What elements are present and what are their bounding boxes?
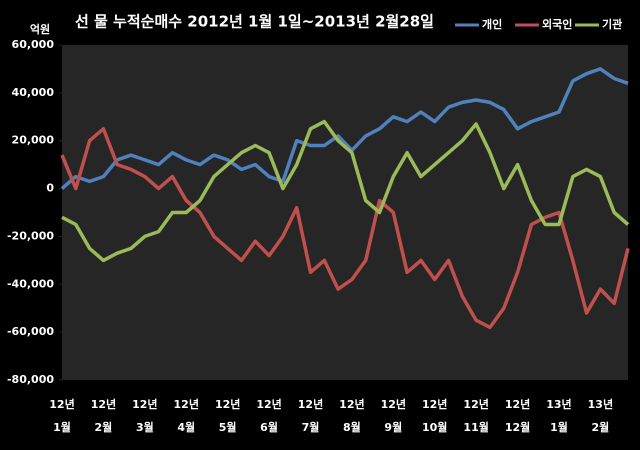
x-tick-year: 13년	[588, 397, 613, 411]
x-tick-month: 6월	[260, 420, 278, 434]
x-tick-month: 8월	[343, 420, 361, 434]
x-tick-year: 12년	[132, 397, 157, 411]
chart-title: 선 물 누적순매수 2012년 1월 1일~2013년 2월28일	[75, 13, 434, 31]
x-tick-month: 2월	[95, 420, 113, 434]
x-tick-month: 10월	[422, 420, 447, 434]
y-tick-label: -20,000	[7, 229, 54, 242]
x-tick-year: 12년	[381, 397, 406, 411]
legend-label: 외국인	[542, 17, 572, 31]
x-tick-year: 12년	[339, 397, 364, 411]
legend-label: 개인	[482, 17, 502, 31]
x-tick-month: 12월	[505, 420, 530, 434]
x-tick-year: 12년	[298, 397, 323, 411]
x-tick-year: 12년	[463, 397, 488, 411]
y-tick-label: 40,000	[12, 86, 55, 99]
y-tick-label: 0	[46, 182, 54, 195]
y-tick-label: 60,000	[12, 38, 55, 51]
legend-label: 기관	[602, 17, 622, 31]
x-tick-year: 12년	[256, 397, 281, 411]
x-tick-year: 12년	[174, 397, 199, 411]
y-unit: 억원	[30, 22, 50, 36]
y-tick-label: -60,000	[7, 325, 54, 338]
x-tick-month: 1월	[550, 420, 568, 434]
x-tick-year: 12년	[91, 397, 116, 411]
x-tick-month: 11월	[463, 420, 488, 434]
x-tick-month: 2월	[591, 420, 609, 434]
series-line	[61, 119, 630, 263]
x-tick-year: 12년	[49, 397, 74, 411]
x-tick-year: 12년	[422, 397, 447, 411]
y-tick-label: -40,000	[7, 277, 54, 290]
x-tick-month: 5월	[219, 420, 237, 434]
series-line	[60, 127, 630, 330]
x-tick-year: 13년	[546, 397, 571, 411]
x-tick-year: 12년	[505, 397, 530, 411]
x-tick-month: 7월	[302, 420, 320, 434]
x-tick-month: 1월	[53, 420, 71, 434]
plot-area	[62, 45, 628, 380]
x-tick-month: 9월	[384, 420, 402, 434]
x-tick-month: 4월	[177, 420, 195, 434]
y-tick-label: 20,000	[12, 134, 55, 147]
x-tick-month: 3월	[136, 420, 154, 434]
y-tick-label: -80,000	[7, 373, 54, 386]
series-line	[60, 67, 629, 190]
x-tick-year: 12년	[215, 397, 240, 411]
